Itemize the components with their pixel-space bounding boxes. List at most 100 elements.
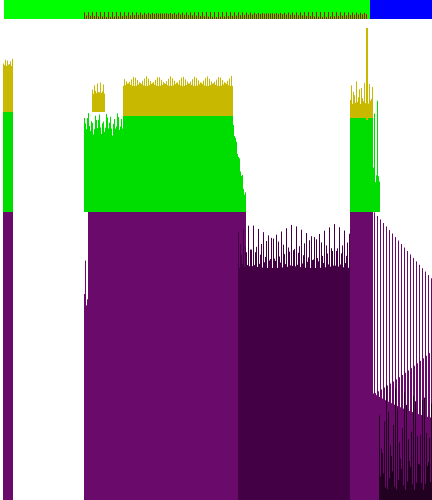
activity-tick <box>130 15 131 19</box>
stacked-bar-dark-purple <box>285 264 286 500</box>
stacked-bar-dark-purple <box>286 228 287 500</box>
stacked-bar-yellow <box>359 89 360 118</box>
stacked-bar-green <box>178 116 179 212</box>
stacked-bar-yellow <box>189 83 190 116</box>
activity-tick <box>176 14 177 19</box>
stacked-bar-purple <box>118 212 119 500</box>
stacked-bar-purple <box>356 212 357 500</box>
activity-tick <box>316 12 317 19</box>
stacked-bar-green <box>89 126 90 212</box>
stacked-bar-green <box>102 123 103 212</box>
activity-tick <box>272 13 273 19</box>
stacked-bar-green <box>104 131 105 212</box>
stacked-bar-green <box>86 129 87 212</box>
stacked-bar-green <box>140 116 141 212</box>
stacked-bar-green <box>180 116 181 212</box>
stacked-bar-yellow <box>180 85 181 116</box>
stacked-bar-yellow <box>6 65 7 112</box>
stacked-bar-yellow <box>214 81 215 116</box>
stacked-bar-green <box>188 116 189 212</box>
activity-tick <box>88 12 89 19</box>
stacked-bar-yellow <box>131 79 132 116</box>
stacked-bar-purple <box>237 212 238 500</box>
stacked-bar-green <box>226 116 227 212</box>
stacked-bar-darkest <box>423 489 424 500</box>
activity-tick <box>84 12 85 19</box>
stacked-bar-purple <box>93 212 94 500</box>
stacked-bar-green <box>131 116 132 212</box>
stacked-bar-green <box>171 116 172 212</box>
stacked-bar-green <box>375 182 376 212</box>
activity-tick <box>224 16 225 19</box>
stacked-bar-purple <box>182 212 183 500</box>
stacked-bar-darkest <box>425 484 426 500</box>
stacked-bar-green <box>160 116 161 212</box>
stacked-bar-darkest <box>426 432 427 500</box>
stacked-bar-purple <box>159 212 160 500</box>
activity-tick <box>290 14 291 19</box>
stacked-bar-purple <box>371 212 372 500</box>
stacked-bar-yellow <box>138 84 139 116</box>
stacked-bar-dark-purple <box>295 266 296 500</box>
stacked-bar-purple <box>231 212 232 500</box>
stacked-bar-purple <box>84 293 85 500</box>
stacked-bar-yellow <box>145 85 146 116</box>
stacked-bar-purple <box>188 212 189 500</box>
stacked-bar-dark-purple <box>283 244 284 500</box>
stacked-bar-purple <box>171 212 172 500</box>
stacked-bar-dark-purple <box>267 267 268 500</box>
activity-tick <box>326 16 327 19</box>
stacked-bar-dark-purple <box>294 248 295 500</box>
stacked-bar-dark-purple <box>268 235 269 500</box>
stacked-bar-green <box>244 194 245 212</box>
stacked-bar-dark-purple <box>315 267 316 500</box>
stacked-bar-darkest <box>424 397 425 500</box>
stacked-bar-dark-purple <box>238 232 239 500</box>
stacked-bar-dark-purple <box>325 267 326 500</box>
stacked-bar-dark-purple <box>335 265 336 500</box>
stacked-bar-darkest <box>407 481 408 500</box>
stacked-bar-purple <box>422 268 423 500</box>
stacked-bar-green <box>359 118 360 212</box>
stacked-bar-yellow <box>366 28 368 120</box>
stacked-bar-darkest <box>421 483 422 500</box>
stacked-bar-dark-purple <box>274 258 275 500</box>
stacked-bar-purple <box>100 212 101 500</box>
stacked-bar-yellow <box>184 85 185 116</box>
stacked-bar-purple <box>136 212 137 500</box>
stacked-bar-dark-purple <box>349 233 350 500</box>
stacked-bar-dark-purple <box>249 266 250 500</box>
stacked-bar-purple <box>203 212 204 500</box>
activity-tick <box>178 12 179 19</box>
stacked-bar-dark-purple <box>332 250 333 500</box>
activity-tick <box>206 12 207 19</box>
stacked-bar-purple <box>222 212 223 500</box>
activity-tick <box>142 14 143 19</box>
stacked-bar-darkest <box>422 399 423 500</box>
stacked-bar-green <box>128 116 129 212</box>
stacked-bar-purple <box>233 212 234 500</box>
stacked-bar-yellow <box>162 84 163 116</box>
activity-tick <box>244 14 245 19</box>
stacked-bar-dark-purple <box>277 267 278 500</box>
stacked-bar-purple <box>121 212 122 500</box>
stacked-bar-green <box>376 175 377 212</box>
stacked-bar-yellow <box>148 78 149 116</box>
stacked-bar-purple <box>9 212 10 500</box>
stacked-bar-darkest <box>428 462 429 500</box>
stacked-bar-purple <box>206 212 207 500</box>
activity-tick <box>256 14 257 19</box>
stacked-bar-darkest <box>417 436 418 500</box>
stacked-bar-green <box>351 118 352 212</box>
stacked-bar-green <box>213 116 214 212</box>
stacked-bar-green <box>164 116 165 212</box>
stacked-bar-yellow <box>124 79 125 116</box>
stacked-bar-yellow <box>353 91 354 118</box>
stacked-bar-yellow <box>351 85 352 118</box>
stacked-bar-yellow <box>152 83 153 116</box>
stacked-bar-yellow <box>134 85 135 116</box>
stacked-bar-darkest <box>412 484 413 500</box>
stacked-bar-yellow <box>356 81 357 118</box>
activity-tick <box>348 12 349 19</box>
